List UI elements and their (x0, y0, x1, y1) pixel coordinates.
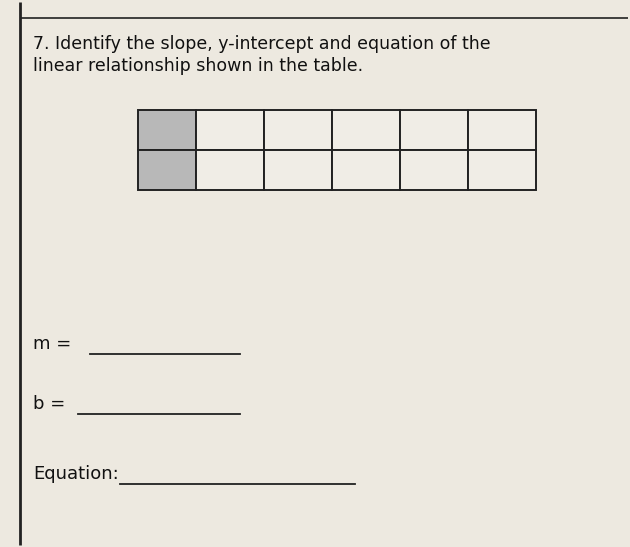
Bar (400, 110, 468, 150)
Text: 0: 0 (360, 121, 372, 139)
Text: 1: 1 (428, 121, 440, 139)
Text: 28: 28 (287, 161, 309, 179)
Bar (138, 110, 196, 150)
Text: Equation:: Equation: (33, 465, 118, 483)
Bar (332, 110, 400, 150)
Text: 2: 2 (496, 121, 508, 139)
Bar (196, 110, 264, 150)
Bar (264, 110, 332, 150)
Text: y: y (162, 161, 173, 179)
Text: 35: 35 (219, 161, 241, 179)
Text: 14: 14 (423, 161, 445, 179)
Text: linear relationship shown in the table.: linear relationship shown in the table. (33, 57, 363, 75)
Text: m =: m = (33, 335, 71, 353)
Text: 7: 7 (496, 161, 508, 179)
Text: -2: -2 (221, 121, 239, 139)
Bar (196, 150, 264, 190)
Text: -1: -1 (289, 121, 307, 139)
Text: b =: b = (33, 395, 66, 413)
Bar (264, 150, 332, 190)
Text: 7. Identify the slope, y-intercept and equation of the: 7. Identify the slope, y-intercept and e… (33, 35, 491, 53)
Bar (138, 150, 196, 190)
Bar (468, 150, 536, 190)
Bar (468, 110, 536, 150)
Bar (332, 150, 400, 190)
Text: x: x (162, 121, 173, 139)
Bar (400, 150, 468, 190)
Text: 21: 21 (355, 161, 377, 179)
